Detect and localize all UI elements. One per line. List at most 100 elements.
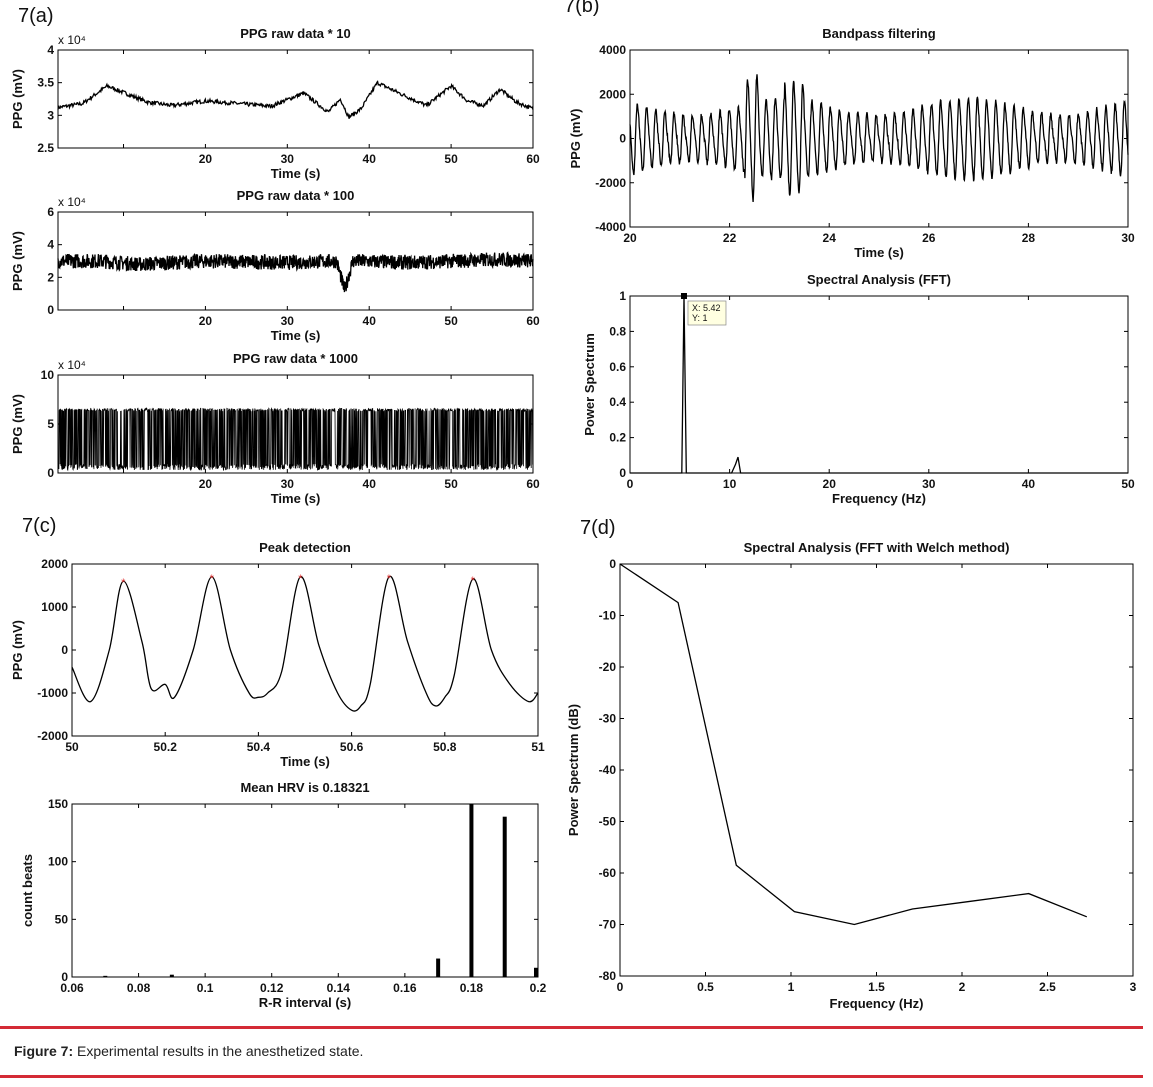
histogram-bar	[169, 974, 174, 977]
chart-title: PPG raw data * 1000	[233, 351, 358, 366]
x-tick-label: 0.06	[60, 981, 84, 995]
y-tick-label: 0	[61, 970, 68, 984]
series-line	[619, 563, 1088, 926]
series-line	[57, 407, 534, 472]
x-tick-label: 0	[627, 477, 634, 491]
y-tick-label: 150	[48, 797, 68, 811]
y-tick-label: 2000	[599, 87, 626, 101]
y-tick-label: 0.6	[609, 360, 626, 374]
y-tick-label: 3.5	[37, 76, 54, 90]
y-tick-label: 0.4	[609, 395, 626, 409]
y-tick-label: 0.2	[609, 431, 626, 445]
chart-title: PPG raw data * 10	[240, 26, 351, 41]
chart-c2: 0.06 0.08 0.1 0.12 0.14 0.16 0.18 0.2 0 50 100 150 M…	[20, 780, 547, 1010]
chart-b2: 0 10 20 30 40 50 0 0.2 0.4 0.6 0.8 1 Spectral Analys…	[582, 272, 1135, 506]
x-tick-label: 24	[823, 231, 837, 245]
peak-marker: *	[471, 575, 476, 587]
x-tick-label: 1	[788, 980, 795, 994]
plot-frame	[57, 49, 534, 149]
y-axis-label: PPG (mV)	[10, 394, 25, 454]
peak-marker: *	[121, 577, 126, 589]
x-axis-label: Time (s)	[280, 754, 330, 769]
x-tick-label: 26	[922, 231, 936, 245]
y-tick-label: -20	[599, 660, 617, 674]
chart-title: Mean HRV is 0.18321	[240, 780, 369, 795]
x-tick-label: 1.5	[868, 980, 885, 994]
y-tick-label: 0	[609, 557, 616, 571]
y-tick-label: -2000	[37, 729, 68, 743]
y-tick-label: -2000	[595, 176, 626, 190]
plot-frame	[619, 563, 1134, 977]
x-axis-label: Frequency (Hz)	[830, 996, 924, 1011]
y-tick-label: -70	[599, 918, 617, 932]
x-tick-label: 30	[281, 152, 295, 166]
x-axis-label: Time (s)	[854, 245, 904, 260]
x-axis-label: Frequency (Hz)	[832, 491, 926, 506]
x-tick-label: 0.12	[260, 981, 284, 995]
datatip-marker	[680, 293, 687, 299]
y-tick-label: -10	[599, 609, 617, 623]
x-tick-label: 2.5	[1039, 980, 1056, 994]
y-tick-label: 5	[47, 417, 54, 431]
x-tick-label: 28	[1022, 231, 1036, 245]
chart-c1: 50 50.2 50.4 50.6 50.8 51 -2000 -1000 0 1000 2000 P…	[10, 540, 545, 769]
chart-a3: 20 30 40 50 60 0 5 10 PPG raw data * 1000 Time (s…	[10, 351, 540, 506]
y-axis-label: count beats	[20, 854, 35, 927]
y-axis-label: Power Spectrum (dB)	[566, 704, 581, 836]
datatip-y: Y: 1	[692, 313, 708, 323]
chart-title: Spectral Analysis (FFT with Welch method…	[744, 540, 1010, 555]
y-tick-label: 2	[47, 270, 54, 284]
x-tick-label: 50	[65, 740, 79, 754]
y-tick-label: 2.5	[37, 141, 54, 155]
x-tick-label: 40	[363, 152, 377, 166]
x-tick-label: 40	[1022, 477, 1036, 491]
x-axis-label: Time (s)	[271, 328, 321, 343]
panel-label-b: 7(b)	[564, 0, 600, 17]
figure-caption: Figure 7: Experimental results in the an…	[0, 1026, 1143, 1078]
panel-label-a: 7(a)	[18, 5, 54, 27]
chart-a2: 20 30 40 50 60 0 2 4 6 PPG raw data * 100 Time (s)…	[10, 188, 540, 343]
x-tick-label: 20	[199, 152, 213, 166]
y-axis-label: PPG (mV)	[10, 231, 25, 291]
peak-marker: *	[298, 573, 303, 585]
y-tick-label: 0	[619, 132, 626, 146]
x-tick-label: 30	[922, 477, 936, 491]
y-tick-label: -50	[599, 815, 617, 829]
x-tick-label: 60	[526, 477, 540, 491]
y-tick-label: 0	[61, 643, 68, 657]
y-tick-label: 0	[619, 466, 626, 480]
x-tick-label: 0.16	[393, 981, 417, 995]
peak-marker: *	[387, 573, 392, 585]
chart-a1: 20 30 40 50 60 2.5 3 3.5 4 PPG raw data * 10 Time …	[10, 26, 540, 181]
x-tick-label: 20	[199, 477, 213, 491]
x-tick-label: 10	[723, 477, 737, 491]
x-tick-label: 50	[444, 152, 458, 166]
x-tick-label: 2	[959, 980, 966, 994]
x-tick-label: 30	[281, 477, 295, 491]
histogram-bar	[469, 804, 474, 977]
peak-marker: *	[210, 573, 215, 585]
x-tick-label: 50	[444, 314, 458, 328]
y-tick-label: -4000	[595, 220, 626, 234]
datatip-x: X: 5.42	[692, 303, 721, 313]
x-tick-label: 20	[823, 477, 837, 491]
y-tick-label: -40	[599, 763, 617, 777]
histogram-bar	[103, 975, 108, 977]
histogram-bar	[534, 967, 538, 977]
y-tick-label: -30	[599, 712, 617, 726]
x-tick-label: 60	[526, 152, 540, 166]
x-tick-label: 51	[531, 740, 545, 754]
chart-title: Peak detection	[259, 540, 351, 555]
caption-label: Figure 7:	[14, 1043, 74, 1059]
x-tick-label: 20	[623, 231, 637, 245]
x-tick-label: 30	[281, 314, 295, 328]
x-tick-label: 30	[1121, 231, 1135, 245]
x-tick-label: 0.08	[127, 981, 151, 995]
y-tick-label: 3	[47, 108, 54, 122]
x-tick-label: 50	[1121, 477, 1135, 491]
chart-title: PPG raw data * 100	[237, 188, 355, 203]
y-tick-label: -60	[599, 866, 617, 880]
y-axis-label: Power Spectrum	[582, 333, 597, 436]
series-line	[57, 80, 534, 119]
